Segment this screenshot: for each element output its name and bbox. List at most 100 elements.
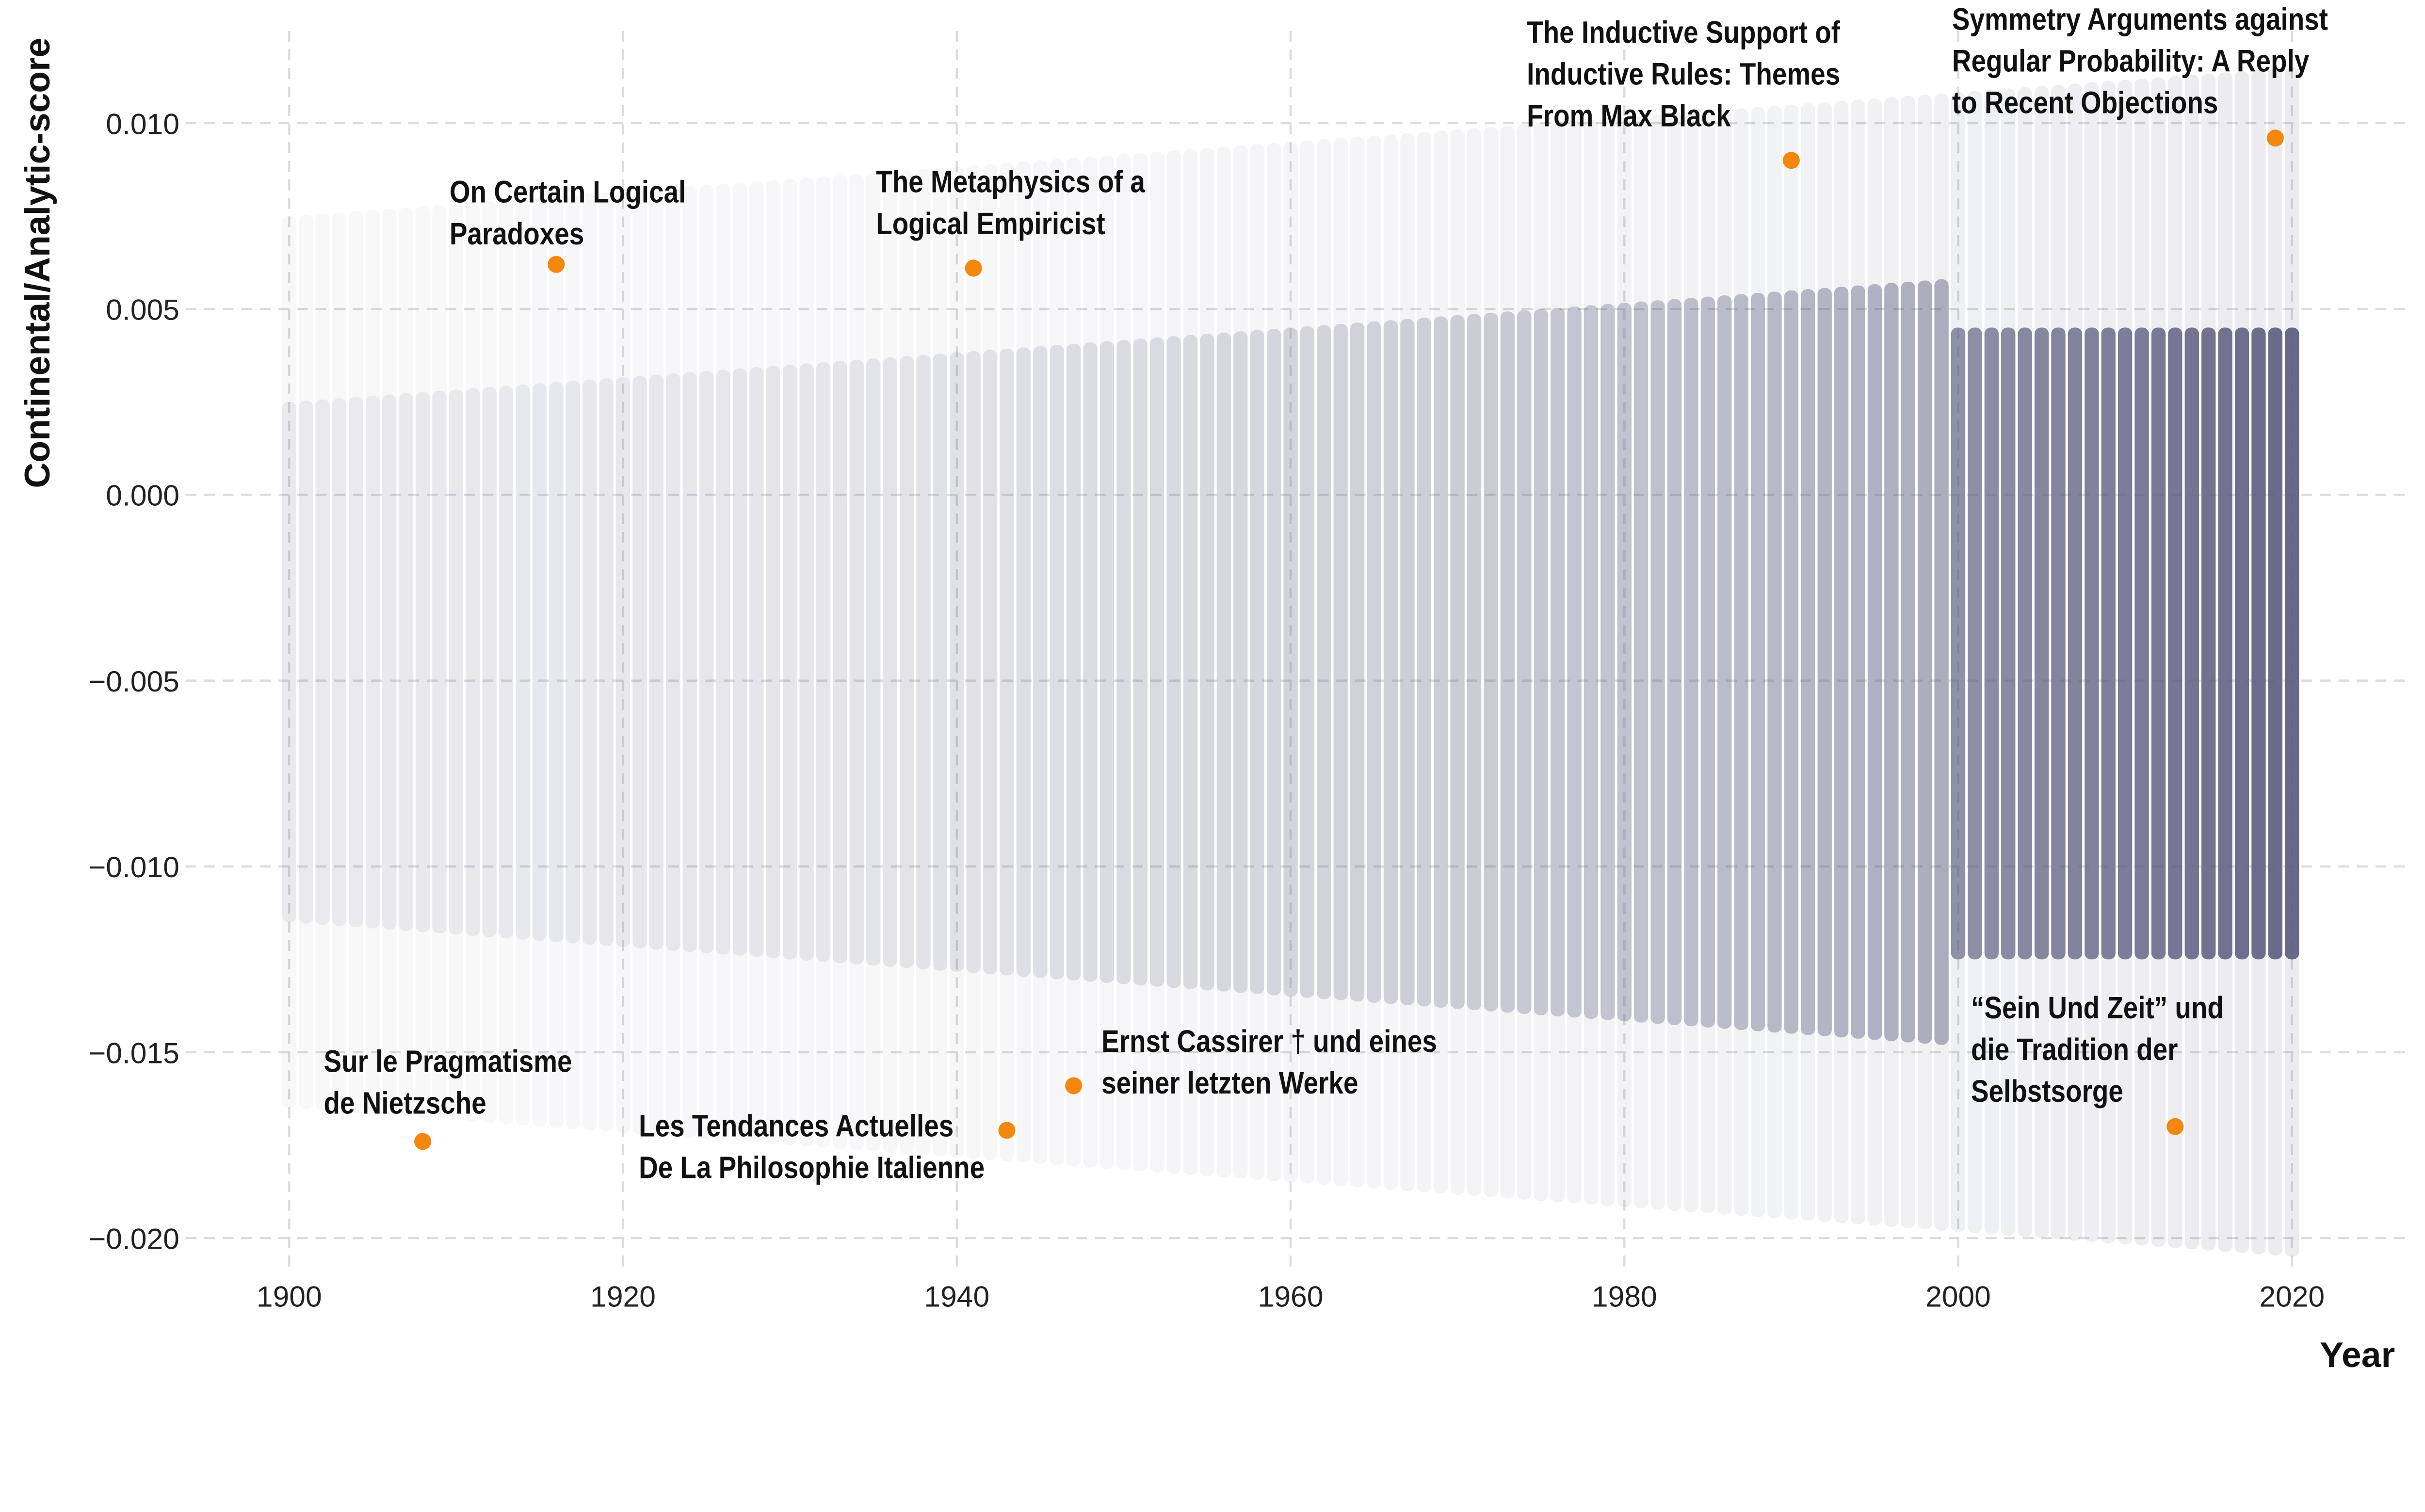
- point-label-line: Sur le Pragmatisme: [324, 1044, 572, 1078]
- background-point-column: [1600, 304, 1615, 1020]
- background-point-column: [566, 195, 580, 1129]
- background-point-column: [432, 205, 447, 1119]
- point-label-line: Symmetry Arguments against: [1952, 2, 2328, 37]
- highlighted-point[interactable]: [1065, 1077, 1083, 1094]
- background-point-column: [983, 350, 998, 975]
- background-point-column: [933, 354, 948, 971]
- highlighted-point[interactable]: [998, 1122, 1016, 1139]
- background-point-column: [2018, 327, 2032, 960]
- highlighted-point[interactable]: [548, 256, 565, 273]
- background-point-column: [983, 164, 998, 1160]
- background-point-column: [1099, 155, 1115, 1169]
- background-point-column: [482, 387, 497, 937]
- background-point-column: [1901, 282, 1915, 1043]
- background-point-column: [1901, 96, 1915, 1228]
- background-point-column: [2251, 327, 2266, 960]
- background-point-column: [382, 209, 397, 1116]
- background-point-column: [1133, 338, 1148, 985]
- y-tick-label: 0.005: [106, 293, 179, 326]
- background-point-column: [1317, 325, 1331, 999]
- background-point-column: [1984, 327, 1999, 960]
- background-point-column: [315, 213, 330, 1111]
- background-point-column: [1550, 122, 1565, 1203]
- background-point-column: [966, 351, 981, 973]
- point-label: Ernst Cassirer † und eines seiner letzten…: [1101, 1024, 1437, 1100]
- background-point-column: [2101, 327, 2116, 960]
- background-point-column: [1233, 145, 1248, 1179]
- highlighted-point[interactable]: [2166, 1118, 2184, 1135]
- point-label-line: From Max Black: [1527, 98, 1731, 133]
- background-point-column: [2001, 327, 2016, 960]
- x-tick-label: 1900: [257, 1280, 322, 1313]
- background-points: [282, 67, 2299, 1257]
- y-tick-label: −0.005: [89, 665, 179, 698]
- background-point-column: [1734, 108, 1748, 1216]
- background-point-column: [849, 174, 864, 1150]
- point-label: The Inductive Support of Inductive Rules:…: [1527, 15, 1840, 133]
- background-point-column: [1700, 296, 1715, 1028]
- y-tick-label: −0.010: [89, 851, 179, 884]
- background-point-column: [2118, 327, 2133, 960]
- background-point-column: [1617, 117, 1632, 1207]
- background-point-column: [349, 397, 363, 927]
- background-point-column: [2285, 327, 2299, 960]
- background-point-column: [1283, 142, 1298, 1183]
- background-point-column: [1016, 161, 1031, 1163]
- highlighted-point[interactable]: [414, 1133, 432, 1150]
- highlighted-point[interactable]: [2266, 129, 2284, 147]
- background-point-column: [1283, 327, 1298, 997]
- background-point-column: [1400, 133, 1415, 1191]
- background-point-column: [449, 204, 464, 1121]
- background-point-column: [933, 168, 948, 1157]
- background-point-column: [782, 179, 797, 1145]
- background-point-column: [1767, 106, 1782, 1219]
- background-point-column: [899, 356, 914, 968]
- highlighted-point[interactable]: [1782, 152, 1800, 169]
- background-point-column: [1150, 337, 1164, 987]
- background-point-column: [1934, 93, 1949, 1231]
- background-point-column: [1434, 316, 1448, 1008]
- point-label-line: Regular Probability: A Reply: [1952, 44, 2309, 79]
- background-point-column: [1116, 340, 1131, 984]
- x-tick-label: 1960: [1258, 1280, 1324, 1313]
- point-label-line: Ernst Cassirer † und eines: [1101, 1024, 1437, 1059]
- background-point-column: [415, 392, 430, 933]
- background-point-column: [399, 393, 413, 931]
- background-point-column: [849, 359, 864, 965]
- background-point-column: [282, 216, 296, 1108]
- background-point-column: [1567, 306, 1582, 1018]
- background-point-column: [1851, 99, 1865, 1225]
- background-point-column: [799, 363, 814, 961]
- x-tick-label: 2000: [1925, 1280, 1991, 1313]
- background-point-column: [2184, 327, 2199, 960]
- background-point-column: [482, 201, 497, 1123]
- background-point-column: [1717, 295, 1732, 1029]
- background-point-column: [299, 215, 313, 1110]
- background-point-column: [666, 373, 680, 951]
- background-point-column: [1750, 107, 1765, 1217]
- background-point-column: [666, 187, 680, 1137]
- y-axis-label: Continental/Analytic-score: [17, 38, 57, 488]
- background-point-column: [466, 388, 480, 936]
- background-point-column: [332, 398, 347, 926]
- background-point-column: [1450, 129, 1465, 1195]
- background-point-column: [1851, 285, 1865, 1039]
- background-point-column: [1834, 101, 1849, 1223]
- background-point-column: [1266, 329, 1281, 996]
- highlighted-point[interactable]: [965, 259, 982, 277]
- background-point-column: [766, 180, 780, 1144]
- background-point-column: [749, 367, 764, 957]
- background-point-column: [349, 211, 363, 1113]
- background-point-column: [566, 381, 580, 944]
- point-label-line: de Nietzsche: [324, 1086, 486, 1121]
- background-point-column: [1650, 300, 1665, 1024]
- background-point-column: [1417, 131, 1431, 1192]
- background-point-column: [1817, 102, 1832, 1222]
- background-point-column: [1099, 341, 1115, 983]
- background-point-column: [1801, 289, 1815, 1035]
- background-point-column: [716, 370, 730, 955]
- background-point-column: [599, 378, 614, 946]
- background-point-column: [649, 189, 664, 1136]
- background-point-column: [615, 191, 630, 1133]
- background-point-column: [632, 376, 647, 949]
